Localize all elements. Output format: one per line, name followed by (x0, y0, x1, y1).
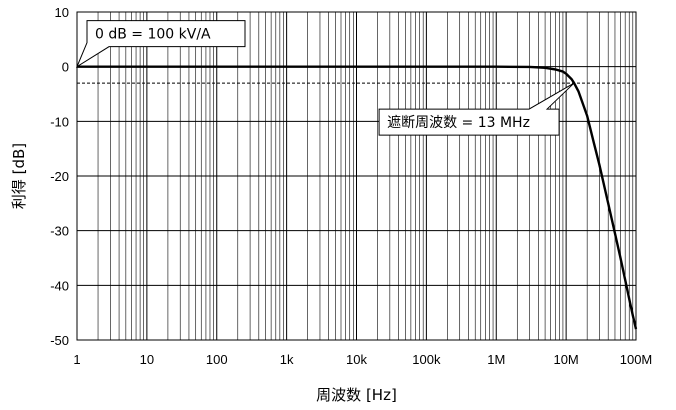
x-axis-label: 周波数 [Hz] (316, 386, 397, 404)
y-tick-label: -40 (50, 278, 69, 293)
x-tick-label: 100 (206, 352, 228, 367)
y-tick-label: -10 (50, 114, 69, 129)
callout-cutoff: 遮断周波数 = 13 MHz (378, 82, 575, 136)
x-tick-label: 10M (553, 352, 578, 367)
x-tick-label: 100k (412, 352, 441, 367)
callout-cutoff-text: 遮断周波数 = 13 MHz (387, 115, 530, 131)
series-line-gain (77, 65, 638, 330)
x-tick-label: 1 (73, 352, 80, 367)
y-tick-label: 10 (55, 5, 69, 20)
plot-area-frame (76, 11, 637, 341)
callout-0db-bubble (75, 20, 246, 68)
y-tick-label: -50 (50, 333, 69, 348)
grid (76, 11, 636, 341)
x-tick-label: 100M (620, 352, 653, 367)
y-tick-label: -20 (50, 169, 69, 184)
x-tick-label: 1k (280, 352, 294, 367)
tick-labels: 1 10 100 1k 10k 100k 1M 10M 100M100-10-20-30-40-… (50, 5, 652, 367)
x-tick-label: 10k (346, 352, 367, 367)
x-tick-label: 10 (140, 352, 154, 367)
callout-cutoff-bubble (378, 82, 575, 136)
y-axis-label: 利得 [dB] (10, 143, 28, 209)
y-tick-label: -30 (50, 224, 69, 239)
y-tick-label: 0 (62, 60, 69, 75)
x-tick-label: 1M (487, 352, 505, 367)
callout-0db-text: 0 dB = 100 kV/A (95, 27, 211, 43)
callout-0db: 0 dB = 100 kV/A (75, 20, 246, 68)
